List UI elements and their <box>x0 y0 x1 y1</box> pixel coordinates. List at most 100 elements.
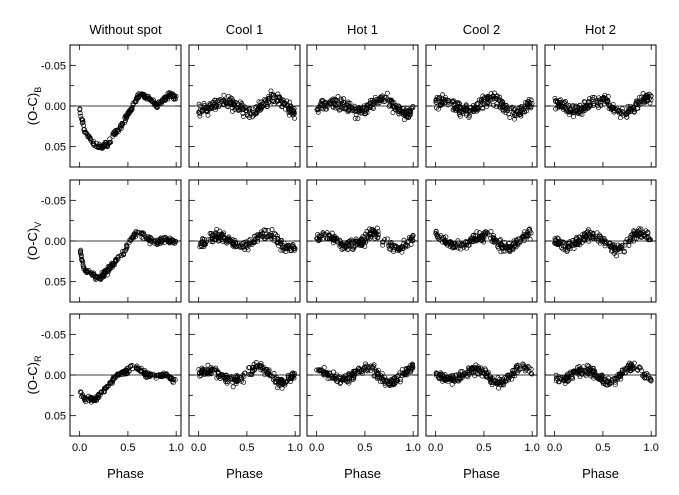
data-point <box>600 237 606 243</box>
data-point <box>585 228 591 234</box>
data-point <box>518 109 524 115</box>
data-point <box>136 229 141 235</box>
data-point <box>356 106 362 112</box>
data-point <box>250 369 256 375</box>
data-point <box>581 99 587 105</box>
data-point <box>281 381 287 387</box>
data-point <box>624 236 630 242</box>
data-point <box>553 99 559 104</box>
data-point <box>618 371 624 377</box>
data-point <box>390 381 396 387</box>
data-point <box>614 105 620 111</box>
data-point <box>496 242 502 248</box>
y-axis-label: (O-C)V <box>25 222 43 261</box>
data-point <box>630 104 636 110</box>
data-point <box>594 230 600 236</box>
data-point <box>196 101 202 107</box>
data-point <box>562 104 568 110</box>
data-point <box>525 233 531 238</box>
data-point <box>253 104 259 110</box>
data-point <box>154 242 160 248</box>
data-point <box>606 106 612 112</box>
data-point <box>617 243 623 249</box>
data-point <box>529 371 535 377</box>
data-point <box>558 104 564 110</box>
data-point <box>396 372 402 378</box>
data-point <box>215 238 221 244</box>
data-point <box>77 248 83 254</box>
data-point <box>335 94 341 100</box>
data-point <box>456 100 462 106</box>
data-point <box>239 101 245 107</box>
data-point <box>83 267 89 273</box>
data-point <box>314 107 320 113</box>
data-point <box>397 370 403 376</box>
data-point <box>128 106 133 112</box>
data-point <box>457 375 462 381</box>
x-axis-label: Phase <box>463 466 500 481</box>
data-point <box>511 110 516 116</box>
data-point <box>648 97 654 103</box>
data-point <box>104 144 110 150</box>
data-point <box>172 240 178 246</box>
data-point <box>229 105 235 111</box>
data-point <box>164 94 170 100</box>
data-point <box>397 377 403 383</box>
data-point <box>527 236 533 242</box>
data-point <box>124 368 129 374</box>
data-point <box>555 241 561 247</box>
data-point <box>149 98 155 104</box>
data-point <box>98 389 104 395</box>
data-point <box>147 374 153 380</box>
data-point <box>373 230 378 236</box>
data-point <box>328 98 334 104</box>
data-point <box>260 368 266 374</box>
data-point <box>95 395 101 401</box>
data-point <box>475 105 480 111</box>
data-point <box>456 378 462 384</box>
data-point <box>526 231 532 237</box>
data-point <box>356 365 362 371</box>
data-point <box>251 240 257 246</box>
data-point <box>496 379 502 385</box>
data-point <box>380 239 385 245</box>
data-point <box>400 246 406 252</box>
data-point <box>345 107 351 113</box>
data-point <box>408 369 414 375</box>
data-point <box>232 242 238 248</box>
data-point <box>123 248 128 254</box>
data-point <box>474 238 480 244</box>
data-point <box>371 362 377 368</box>
data-point <box>141 92 147 98</box>
data-point <box>139 91 145 97</box>
data-point <box>496 245 502 251</box>
data-point <box>86 268 92 273</box>
data-point <box>639 99 645 104</box>
data-point <box>409 367 415 372</box>
data-point <box>283 379 289 385</box>
data-point <box>483 231 489 237</box>
data-point <box>433 100 439 106</box>
data-point <box>509 376 515 382</box>
data-point <box>343 243 349 249</box>
data-point <box>353 112 359 117</box>
data-point <box>618 110 624 116</box>
x-axis-label: Phase <box>344 466 381 481</box>
data-point <box>457 104 463 110</box>
data-point <box>494 96 500 102</box>
data-point <box>634 102 640 107</box>
data-point <box>280 101 286 107</box>
data-point <box>492 95 498 101</box>
data-point <box>612 376 618 381</box>
data-point <box>275 239 281 245</box>
data-point <box>408 108 414 114</box>
data-point <box>355 116 361 121</box>
data-point <box>516 367 522 373</box>
data-point <box>113 130 119 136</box>
data-point <box>574 236 580 242</box>
data-point <box>608 248 614 254</box>
scatter-panel <box>188 44 301 168</box>
data-point <box>396 247 401 252</box>
data-point <box>103 268 109 274</box>
data-point <box>612 244 618 250</box>
